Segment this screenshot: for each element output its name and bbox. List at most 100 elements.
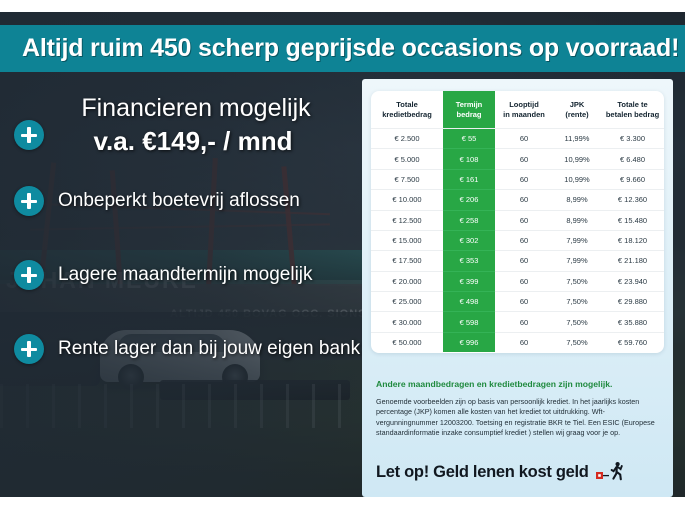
table-cell: 60: [495, 189, 553, 210]
table-cell: € 3.300: [601, 127, 664, 149]
column-header-totale-kredietbedrag: Totale kredietbedrag: [371, 91, 443, 129]
table-row: € 15.000 € 302 60 7,99% € 18.120: [371, 229, 664, 251]
header-line-2: (rente): [565, 110, 589, 119]
table-cell: € 206: [443, 189, 495, 210]
header-line-2: kredietbedrag: [382, 110, 432, 119]
table-cell: € 17.500: [371, 250, 443, 272]
table-cell: 60: [495, 229, 553, 251]
plus-icon: [14, 120, 44, 150]
rates-table-body: € 2.500 € 55 60 11,99% € 3.300 € 5.000 € 108 60…: [371, 127, 664, 353]
lead-line-2: v.a. €149,- / mnd: [93, 126, 293, 156]
header-line-1: Totale te: [617, 100, 648, 109]
table-row: € 30.000 € 598 60 7,50% € 35.880: [371, 311, 664, 333]
table-cell: € 12.360: [601, 189, 664, 210]
table-cell: € 15.000: [371, 229, 443, 251]
rates-table-head: Totale kredietbedrag Termijn bedrag Loop…: [371, 91, 664, 129]
table-cell: 10,99%: [553, 168, 601, 190]
table-header-row: Totale kredietbedrag Termijn bedrag Loop…: [371, 91, 664, 129]
table-row: € 17.500 € 353 60 7,99% € 21.180: [371, 250, 664, 272]
table-cell: € 59.760: [601, 331, 664, 353]
table-row: € 7.500 € 161 60 10,99% € 9.660: [371, 168, 664, 190]
table-cell: 60: [495, 250, 553, 272]
table-row: € 5.000 € 108 60 10,99% € 6.480: [371, 148, 664, 170]
table-cell: € 5.000: [371, 148, 443, 170]
table-cell: 60: [495, 290, 553, 312]
table-cell: 60: [495, 168, 553, 190]
lead-block: Financieren mogelijk v.a. €149,- / mnd: [0, 92, 362, 158]
table-row: € 25.000 € 498 60 7,50% € 29.880: [371, 290, 664, 312]
table-cell: 8,99%: [553, 189, 601, 210]
table-cell: € 29.880: [601, 290, 664, 312]
table-row: € 2.500 € 55 60 11,99% € 3.300: [371, 127, 664, 149]
table-row: € 12.500 € 258 60 8,99% € 15.480: [371, 209, 664, 231]
table-cell: € 25.000: [371, 290, 443, 312]
table-cell: € 302: [443, 229, 495, 251]
table-cell: 60: [495, 127, 553, 149]
table-cell: € 9.660: [601, 168, 664, 190]
table-cell: € 498: [443, 290, 495, 312]
lead-line-1: Financieren mogelijk: [81, 94, 311, 122]
table-cell: 7,50%: [553, 331, 601, 353]
plus-icon: [14, 260, 44, 290]
table-cell: 7,50%: [553, 270, 601, 292]
table-cell: 7,50%: [553, 311, 601, 333]
feature-label: Lagere maandtermijn mogelijk: [58, 264, 313, 285]
feature-item-lagere-maandtermijn: Lagere maandtermijn mogelijk: [14, 258, 362, 292]
table-cell: € 996: [443, 331, 495, 353]
headline-text: Altijd ruim 450 scherp geprijsde occasio…: [22, 34, 680, 62]
credit-warning-block: Let op! Geld lenen kost geld: [376, 461, 660, 483]
disclaimer-body: Genoemde voorbeelden zijn op basis van p…: [376, 397, 655, 438]
table-cell: € 2.500: [371, 127, 443, 149]
feature-item-rente-lager: Rente lager dan bij jouw eigen bank: [14, 332, 362, 366]
table-cell: 60: [495, 311, 553, 333]
promo-banner: JOHAN MEURE ALTIJD 450 BOVAG OCC. SIONS …: [0, 12, 685, 497]
table-cell: 60: [495, 331, 553, 353]
plus-icon: [14, 186, 44, 216]
table-cell: 60: [495, 270, 553, 292]
table-cell: € 399: [443, 270, 495, 292]
plus-icon: [14, 334, 44, 364]
table-cell: € 55: [443, 127, 495, 149]
table-cell: € 21.180: [601, 250, 664, 272]
table-cell: € 23.940: [601, 270, 664, 292]
table-row: € 10.000 € 206 60 8,99% € 12.360: [371, 189, 664, 210]
table-row: € 20.000 € 399 60 7,50% € 23.940: [371, 270, 664, 292]
disclaimer-title: Andere maandbedragen en kredietbedragen …: [376, 379, 613, 389]
credit-warning-text: Let op! Geld lenen kost geld: [376, 462, 589, 481]
features-column: Financieren mogelijk v.a. €149,- / mnd O…: [0, 84, 362, 497]
table-row: € 50.000 € 996 60 7,50% € 59.760: [371, 331, 664, 353]
header-line-2: bedrag: [456, 110, 482, 119]
table-cell: 7,99%: [553, 229, 601, 251]
rates-table-card: Totale kredietbedrag Termijn bedrag Loop…: [371, 91, 664, 353]
headline-bar: Altijd ruim 450 scherp geprijsde occasio…: [0, 25, 685, 72]
disclaimer-block: Andere maandbedragen en kredietbedragen …: [376, 379, 660, 439]
table-cell: 7,50%: [553, 290, 601, 312]
header-line-1: JPK: [569, 100, 585, 109]
table-cell: € 10.000: [371, 189, 443, 210]
table-cell: € 6.480: [601, 148, 664, 170]
column-header-looptijd: Looptijd in maanden: [495, 91, 553, 129]
finance-info-panel: Totale kredietbedrag Termijn bedrag Loop…: [362, 79, 673, 497]
table-cell: € 161: [443, 168, 495, 190]
header-line-1: Totale: [396, 100, 418, 109]
header-line-2: in maanden: [503, 110, 545, 119]
table-cell: € 12.500: [371, 209, 443, 231]
feature-label: Rente lager dan bij jouw eigen bank: [58, 338, 361, 359]
header-line-1: Termijn: [455, 100, 483, 109]
header-line-1: Looptijd: [509, 100, 539, 109]
table-cell: 7,99%: [553, 250, 601, 272]
rates-table: Totale kredietbedrag Termijn bedrag Loop…: [371, 91, 664, 353]
table-cell: 60: [495, 148, 553, 170]
table-cell: 11,99%: [553, 127, 601, 149]
table-cell: € 35.880: [601, 311, 664, 333]
table-cell: 60: [495, 209, 553, 231]
column-header-termijn-bedrag: Termijn bedrag: [443, 91, 495, 129]
column-header-totale-te-betalen: Totale te betalen bedrag: [601, 91, 664, 129]
table-cell: € 598: [443, 311, 495, 333]
table-cell: € 18.120: [601, 229, 664, 251]
header-line-2: betalen bedrag: [605, 110, 660, 119]
feature-item-onbeperkt-aflossen: Onbeperkt boetevrij aflossen: [14, 184, 362, 218]
table-cell: € 30.000: [371, 311, 443, 333]
table-cell: € 353: [443, 250, 495, 272]
